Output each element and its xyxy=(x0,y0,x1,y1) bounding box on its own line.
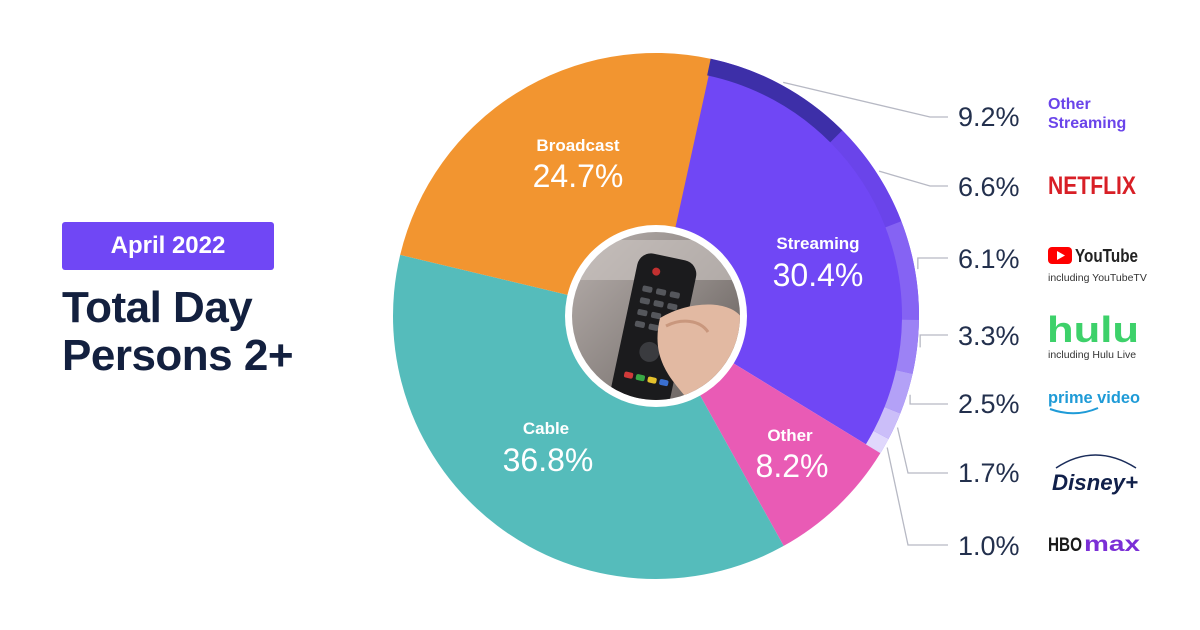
segment-cable xyxy=(392,254,784,579)
brand-other-streaming-line2: Streaming xyxy=(1048,115,1126,132)
legend-value-netflix: 6.6% xyxy=(958,172,1020,202)
callout-line-4 xyxy=(909,394,948,405)
label-broadcast-name: Broadcast xyxy=(536,136,619,155)
callout-line-6 xyxy=(886,447,948,546)
callout-line-1 xyxy=(878,170,948,187)
callout-line-0 xyxy=(783,81,948,118)
title-line-2: Persons 2+ xyxy=(62,331,294,380)
max-logo: max xyxy=(1084,533,1140,556)
ring-segment-0 xyxy=(707,58,843,143)
label-cable-value: 36.8% xyxy=(503,442,594,478)
callout-layer xyxy=(783,81,948,546)
ring-segment-3 xyxy=(895,319,919,374)
segment-label-other: Other 8.2% xyxy=(756,426,829,484)
segment-label-cable: Cable 36.8% xyxy=(503,419,594,478)
hbo-logo: HBO xyxy=(1048,535,1082,556)
ring-segment-4 xyxy=(884,370,913,414)
label-other-value: 8.2% xyxy=(756,448,829,484)
legend-value-prime-video: 2.5% xyxy=(958,389,1020,419)
ring-segment-6 xyxy=(865,430,889,454)
legend-brand-prime-video: prime video xyxy=(1048,388,1140,415)
legend-brand-other-streaming: Other Streaming xyxy=(1048,96,1126,132)
brand-other-streaming: Other xyxy=(1048,96,1091,113)
youtube-logo: YouTube xyxy=(1075,246,1138,266)
legend-value-youtube: 6.1% xyxy=(958,244,1020,274)
label-streaming-name: Streaming xyxy=(776,234,859,253)
disney-plus-logo: Disney+ xyxy=(1052,470,1138,495)
prime-video-logo: prime video xyxy=(1048,388,1140,407)
callout-line-2 xyxy=(917,257,948,270)
callout-line-3 xyxy=(919,334,948,348)
legend-value-other-streaming: 9.2% xyxy=(958,102,1020,132)
page-title: Total Day Persons 2+ xyxy=(62,283,294,380)
legend-value-disney-plus: 1.7% xyxy=(958,458,1020,488)
streaming-ring-layer xyxy=(707,58,919,454)
ring-segment-1 xyxy=(830,130,902,228)
hulu-logo: hulu xyxy=(1047,309,1139,350)
legend-brand-hbo-max: HBO max xyxy=(1048,533,1140,556)
ring-segment-5 xyxy=(873,407,901,439)
callout-line-5 xyxy=(896,427,948,474)
netflix-logo: NETFLIX xyxy=(1048,172,1136,200)
legend-brand-hulu: hulu including Hulu Live xyxy=(1047,309,1139,361)
segment-label-broadcast: Broadcast 24.7% xyxy=(533,136,624,194)
label-cable-name: Cable xyxy=(523,419,569,438)
hulu-sub: including Hulu Live xyxy=(1048,349,1136,361)
prime-smile-icon xyxy=(1049,407,1099,415)
legend-value-hbo-max: 1.0% xyxy=(958,531,1020,561)
label-broadcast-value: 24.7% xyxy=(533,158,624,194)
title-line-1: Total Day xyxy=(62,283,253,332)
legend-brand-youtube: YouTube including YouTubeTV xyxy=(1048,246,1147,284)
segment-label-streaming: Streaming 30.4% xyxy=(773,234,864,293)
legend-brand-disney-plus: Disney+ xyxy=(1052,454,1138,495)
center-photo xyxy=(565,225,747,407)
label-other-name: Other xyxy=(767,426,813,445)
legend-value-hulu: 3.3% xyxy=(958,321,1020,351)
disney-arc-icon xyxy=(1055,454,1137,469)
label-streaming-value: 30.4% xyxy=(773,257,864,293)
ring-segment-2 xyxy=(885,221,919,320)
date-badge: April 2022 xyxy=(62,222,274,270)
youtube-sub: including YouTubeTV xyxy=(1048,272,1147,284)
